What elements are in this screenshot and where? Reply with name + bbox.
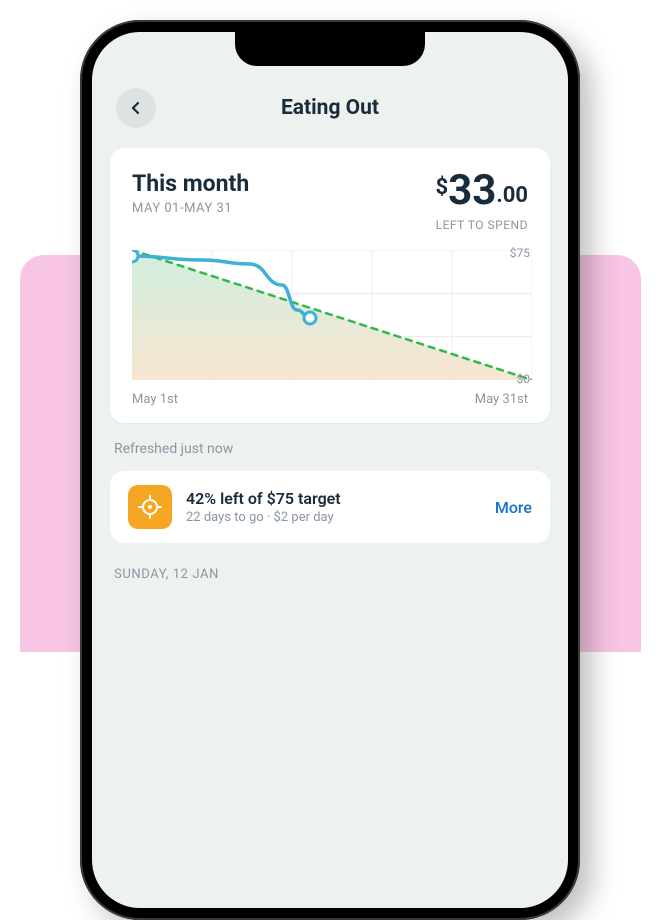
chart-x-start: May 1st	[132, 392, 178, 407]
target-subtitle: 22 days to go · $2 per day	[186, 510, 481, 525]
refreshed-label: Refreshed just now	[114, 441, 546, 457]
amount-block: $33.00 LEFT TO SPEND	[436, 170, 528, 232]
chart-svg	[132, 250, 532, 380]
page-title: Eating Out	[92, 96, 568, 120]
amount-currency: $	[436, 175, 449, 200]
phone-notch	[235, 32, 425, 66]
back-button[interactable]	[116, 88, 156, 128]
amount-whole: 33	[448, 166, 496, 215]
target-icon	[128, 485, 172, 529]
section-date: SUNDAY, 12 JAN	[114, 567, 546, 582]
more-link[interactable]: More	[495, 498, 532, 517]
summary-left: This month MAY 01-MAY 31	[132, 170, 249, 216]
crosshair-icon	[138, 495, 162, 519]
target-title: 42% left of $75 target	[186, 489, 481, 508]
amount-sub-label: LEFT TO SPEND	[436, 218, 528, 232]
spend-chart: $75 $0	[132, 250, 528, 380]
date-range: MAY 01-MAY 31	[132, 201, 249, 216]
summary-row: This month MAY 01-MAY 31 $33.00 LEFT TO …	[132, 170, 528, 232]
chart-y-min: $0	[517, 372, 531, 386]
amount-value: $33.00	[436, 170, 528, 212]
phone-frame: Eating Out This month MAY 01-MAY 31 $33.…	[80, 20, 580, 920]
period-label: This month	[132, 170, 249, 197]
chart-y-max: $75	[510, 246, 530, 260]
chart-x-end: May 31st	[475, 392, 528, 407]
chart-x-axis: May 1st May 31st	[132, 392, 528, 407]
chevron-left-icon	[129, 101, 143, 115]
target-text: 42% left of $75 target 22 days to go · $…	[186, 489, 481, 525]
target-card[interactable]: 42% left of $75 target 22 days to go · $…	[110, 471, 550, 543]
phone-screen: Eating Out This month MAY 01-MAY 31 $33.…	[92, 32, 568, 908]
amount-cents: .00	[496, 183, 528, 208]
summary-card: This month MAY 01-MAY 31 $33.00 LEFT TO …	[110, 148, 550, 423]
